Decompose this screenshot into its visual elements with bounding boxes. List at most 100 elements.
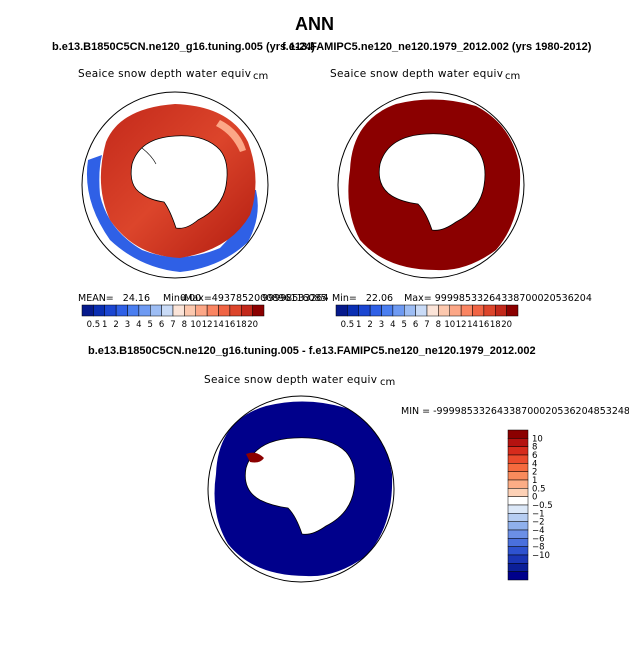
right-colorbar-tick-label: 10 xyxy=(444,320,455,330)
right-colorbar-tick-label: 7 xyxy=(424,320,429,330)
diff-colorbar-swatch xyxy=(507,438,529,447)
left-colorbar-swatch xyxy=(161,304,174,317)
diff-colorbar-tick-label: −4 xyxy=(532,526,545,536)
right-colorbar-tick-label: 14 xyxy=(467,320,478,330)
left-colorbar-swatch xyxy=(195,304,208,317)
left-colorbar-tick-label: 10 xyxy=(190,320,201,330)
diff-colorbar-swatch xyxy=(507,454,529,464)
diff-colorbar-tick-label: 0 xyxy=(532,493,537,503)
right-max-label: Max= xyxy=(404,293,432,304)
left-colorbar-swatch xyxy=(104,304,117,317)
left-colorbar-swatch xyxy=(150,304,162,317)
diff-colorbar-swatch xyxy=(507,446,529,456)
left-polar-map xyxy=(81,91,269,279)
diff-colorbar-swatch xyxy=(507,571,529,581)
left-colorbar-swatch xyxy=(81,304,94,317)
left-colorbar-tick-label: 14 xyxy=(213,320,224,330)
diff-colorbar-swatch xyxy=(507,521,529,531)
right-colorbar-swatch xyxy=(506,304,519,317)
right-colorbar-tick-label: 8 xyxy=(436,320,441,330)
variable-label-right: Seaice snow depth water equiv xyxy=(330,68,504,80)
unit-label-right: cm xyxy=(505,71,521,82)
right-mean-overlap: 99998533264338700020536204853248.00 xyxy=(262,293,328,304)
left-colorbar-swatch xyxy=(172,304,185,317)
diff-colorbar-tick-label: 8 xyxy=(532,443,537,453)
left-blue-fringe xyxy=(86,155,258,272)
diff-colorbar-swatch xyxy=(507,538,529,547)
right-colorbar-tick-label: 2 xyxy=(367,320,372,330)
diff-colorbar-swatch xyxy=(507,496,529,506)
diff-colorbar-tick-label: 6 xyxy=(532,451,537,461)
diff-colorbar-swatch xyxy=(507,463,529,472)
left-min-max-overlap: 0.00 Max=4937852000896116085489142228582… xyxy=(180,293,328,304)
case-title-right: f.e13.FAMIPC5.ne120_ne120.1979_2012.002 … xyxy=(282,41,592,53)
right-antarctica xyxy=(378,133,486,231)
right-polar-map xyxy=(337,91,525,279)
right-colorbar-swatch xyxy=(381,304,394,317)
diff-colorbar-swatch xyxy=(507,546,529,556)
variable-label-left: Seaice snow depth water equiv xyxy=(78,68,252,80)
diff-positive-patch xyxy=(246,452,264,463)
diff-colorbar-swatch xyxy=(507,554,529,564)
left-colorbar-tick-label: 8 xyxy=(182,320,187,330)
right-colorbar-swatch xyxy=(495,304,507,317)
left-min-value: 0.00 xyxy=(180,293,202,304)
left-colorbar-tick-label: 7 xyxy=(170,320,175,330)
diff-colorbar-tick-label: −1 xyxy=(532,509,545,519)
right-colorbar-swatch xyxy=(358,304,371,317)
right-colorbar-swatch xyxy=(483,304,496,317)
diff-colorbar-swatch xyxy=(507,488,529,497)
right-mean-value: 99998533264338700020536204853248.00 xyxy=(262,293,328,304)
diff-colorbar-swatch xyxy=(507,504,529,514)
right-colorbar-swatch xyxy=(472,304,485,317)
right-colorbar-swatch xyxy=(426,304,439,317)
left-mean-label: MEAN= xyxy=(78,293,114,304)
diff-colorbar-tick-label: 10 xyxy=(532,434,543,444)
right-max-value: 99998533264338700020536204 xyxy=(434,293,592,304)
left-colorbar-swatch xyxy=(241,304,253,317)
left-max-value: 4937852000896116085489142228582​4.00 xyxy=(211,293,328,304)
left-colorbar-swatch xyxy=(115,304,128,317)
left-mean-value: 24.16 xyxy=(122,293,150,304)
left-colorbar-swatch xyxy=(184,304,196,317)
left-colorbar-swatch xyxy=(229,304,242,317)
case-title-left: b.e13.B1850C5CN.ne120_g16.tuning.005 (yr… xyxy=(52,41,315,53)
diff-colorbar-swatch xyxy=(507,429,529,439)
left-colorbar-tick-label: 20 xyxy=(247,320,258,330)
diff-colorbar-tick-label: −6 xyxy=(532,534,545,544)
left-antarctica xyxy=(130,135,228,229)
unit-label-diff: cm xyxy=(380,377,396,388)
diff-colorbar-tick-label: −8 xyxy=(532,543,545,553)
right-colorbar-swatch xyxy=(347,304,359,317)
left-colorbar-tick-label: 1 xyxy=(102,320,107,330)
left-colorbar-tick-label: 12 xyxy=(202,320,213,330)
left-min-label: Min= xyxy=(163,293,188,304)
left-colorbar-tick-label: 5 xyxy=(148,320,153,330)
left-colorbar-tick-label: 18 xyxy=(236,320,247,330)
diff-polar-map xyxy=(207,395,395,583)
diff-colorbar-tick-label: −2 xyxy=(532,518,545,528)
diff-colorbar-tick-label: 1 xyxy=(532,476,537,486)
case-title-diff: b.e13.B1850C5CN.ne120_g16.tuning.005 - f… xyxy=(88,345,536,357)
diff-colorbar-tick-label: 0.5 xyxy=(532,484,546,494)
right-min-value: 22.06 xyxy=(365,293,394,304)
left-colorbar-swatch xyxy=(218,304,231,317)
right-colorbar-tick-label: 6 xyxy=(413,320,418,330)
right-colorbar-tick-label: 3 xyxy=(379,320,384,330)
left-colorbar-swatch xyxy=(127,304,140,317)
right-min-label: Min= xyxy=(332,293,357,304)
right-colorbar-tick-label: 20 xyxy=(501,320,512,330)
left-colorbar-swatch xyxy=(93,304,105,317)
diff-colorbar-tick-label: −10 xyxy=(532,551,550,561)
right-colorbar-swatch xyxy=(392,304,405,317)
right-colorbar-swatch xyxy=(449,304,462,317)
right-colorbar-swatch xyxy=(460,304,473,317)
left-colorbar-tick-label: 16 xyxy=(224,320,235,330)
left-colorbar-tick-label: 0.5 xyxy=(87,320,101,330)
diff-colorbar-swatch xyxy=(507,513,529,522)
right-colorbar-tick-label: 16 xyxy=(478,320,489,330)
page-title: ANN xyxy=(295,14,334,34)
left-colorbar-tick-label: 6 xyxy=(159,320,164,330)
left-colorbar-tick-label: 4 xyxy=(136,320,141,330)
diff-min-text: MIN = -99998533264338700020536204853248.… xyxy=(401,406,629,417)
